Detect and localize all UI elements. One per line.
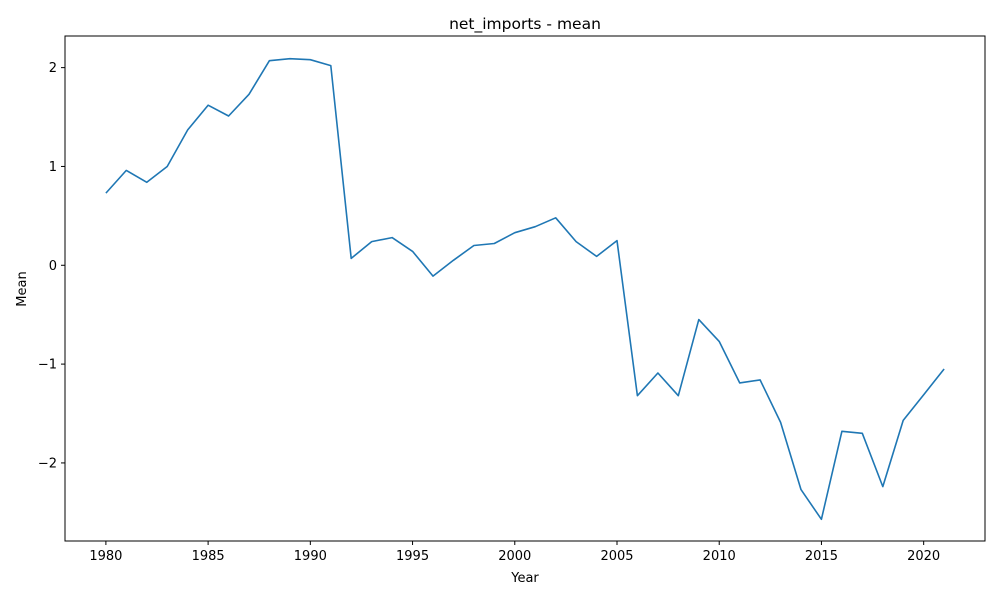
x-tick-label: 2010 xyxy=(703,549,736,564)
y-tick-label: 1 xyxy=(49,160,57,175)
x-axis-ticks: 1980 1985 1990 1995 2000 2005 2010 2015 2020 xyxy=(89,541,940,564)
x-tick-label: 1985 xyxy=(192,549,225,564)
y-tick-label: −1 xyxy=(38,358,57,373)
x-axis-label: Year xyxy=(510,571,539,586)
x-tick-label: 1990 xyxy=(294,549,327,564)
x-tick-label: 2000 xyxy=(498,549,531,564)
series-line-0 xyxy=(105,57,945,521)
y-tick-label: −2 xyxy=(38,456,57,471)
plot-area xyxy=(64,35,986,542)
x-tick-label: 2005 xyxy=(600,549,633,564)
y-tick-label: 0 xyxy=(49,259,57,274)
y-axis-ticks: −2 −1 0 1 2 xyxy=(38,61,65,471)
x-tick-label: 2020 xyxy=(907,549,940,564)
x-tick-label: 2015 xyxy=(805,549,838,564)
axes-frame xyxy=(64,35,986,542)
y-axis-label: Mean xyxy=(15,271,30,306)
x-tick-label: 1995 xyxy=(396,549,429,564)
x-tick-label: 1980 xyxy=(89,549,122,564)
y-tick-label: 2 xyxy=(49,61,57,76)
chart-title: net_imports - mean xyxy=(449,15,601,34)
